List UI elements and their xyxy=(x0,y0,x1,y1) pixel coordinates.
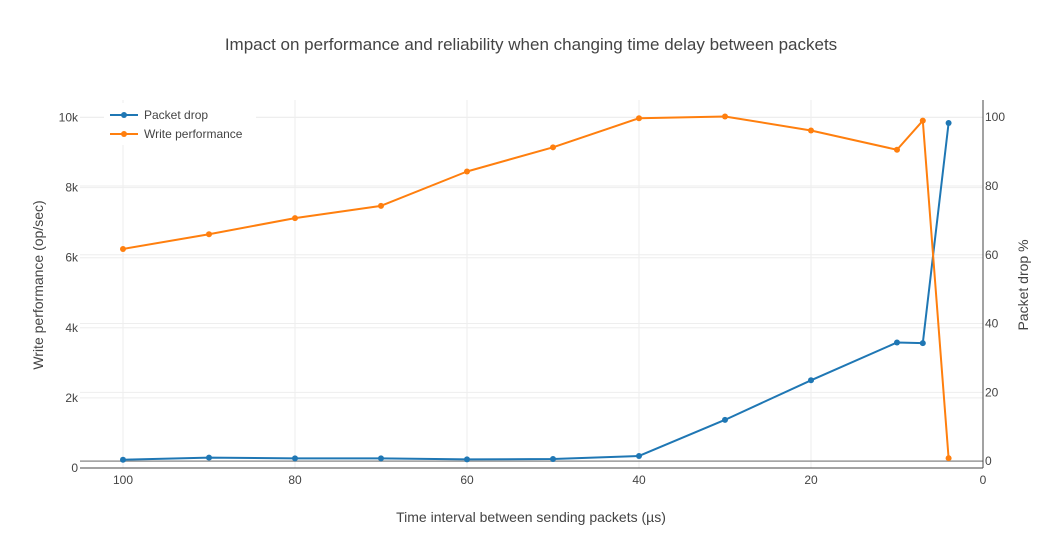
chart-title: Impact on performance and reliability wh… xyxy=(225,35,837,54)
x-tick-label: 100 xyxy=(113,473,133,487)
data-point xyxy=(636,115,642,122)
y2-tick-label: 0 xyxy=(985,454,992,468)
legend: Packet drop Write performance xyxy=(104,103,256,145)
data-point xyxy=(945,120,952,127)
legend-swatch-marker xyxy=(121,112,127,118)
series xyxy=(120,113,952,463)
x-axis-title: Time interval between sending packets (µ… xyxy=(396,509,666,525)
data-point xyxy=(919,340,926,347)
y-tick-label: 0 xyxy=(71,461,78,475)
axes: 100 80 60 40 20 0 0 2k 4k 6k 8k 10k 0 20 40 60 80 100 xyxy=(59,100,1005,487)
y2-tick-label: 100 xyxy=(985,110,1005,124)
data-point xyxy=(464,456,470,463)
data-point xyxy=(206,231,212,238)
series-line-1 xyxy=(122,115,950,459)
x-tick-label: 60 xyxy=(460,473,474,487)
data-point xyxy=(292,455,298,462)
legend-background xyxy=(104,103,256,145)
y2-tick-label: 60 xyxy=(985,248,999,262)
data-point xyxy=(894,339,900,346)
x-tick-label: 80 xyxy=(288,473,302,487)
legend-label: Packet drop xyxy=(144,108,208,122)
grid xyxy=(80,100,983,468)
data-point xyxy=(636,452,642,459)
y2-tick-label: 40 xyxy=(985,317,999,331)
series-line-0 xyxy=(122,122,950,461)
data-point xyxy=(945,455,952,462)
y-tick-label: 4k xyxy=(65,321,79,335)
data-point xyxy=(919,117,926,124)
x-tick-label: 40 xyxy=(632,473,646,487)
data-point xyxy=(292,215,298,222)
data-point xyxy=(722,416,728,423)
data-point xyxy=(120,245,126,252)
data-point xyxy=(378,455,384,462)
data-point xyxy=(464,168,470,175)
data-point xyxy=(894,146,900,153)
data-point xyxy=(722,113,728,120)
y-tick-label: 10k xyxy=(59,111,79,125)
data-point xyxy=(808,377,814,384)
y2-axis-title: Packet drop % xyxy=(1015,239,1031,330)
legend-label: Write performance xyxy=(144,127,243,141)
y2-tick-label: 20 xyxy=(985,385,999,399)
y-tick-label: 6k xyxy=(65,251,79,265)
y-tick-label: 8k xyxy=(65,181,79,195)
data-point xyxy=(120,456,126,463)
data-point xyxy=(378,202,384,209)
data-point xyxy=(550,456,556,463)
legend-swatch-marker xyxy=(121,131,127,137)
x-tick-label: 0 xyxy=(980,473,987,487)
y-tick-label: 2k xyxy=(65,391,79,405)
data-point xyxy=(206,454,212,461)
y2-tick-label: 80 xyxy=(985,179,999,193)
data-point xyxy=(550,144,556,151)
data-point xyxy=(808,127,814,134)
x-tick-label: 20 xyxy=(804,473,818,487)
y-axis-title: Write performance (op/sec) xyxy=(30,200,46,369)
